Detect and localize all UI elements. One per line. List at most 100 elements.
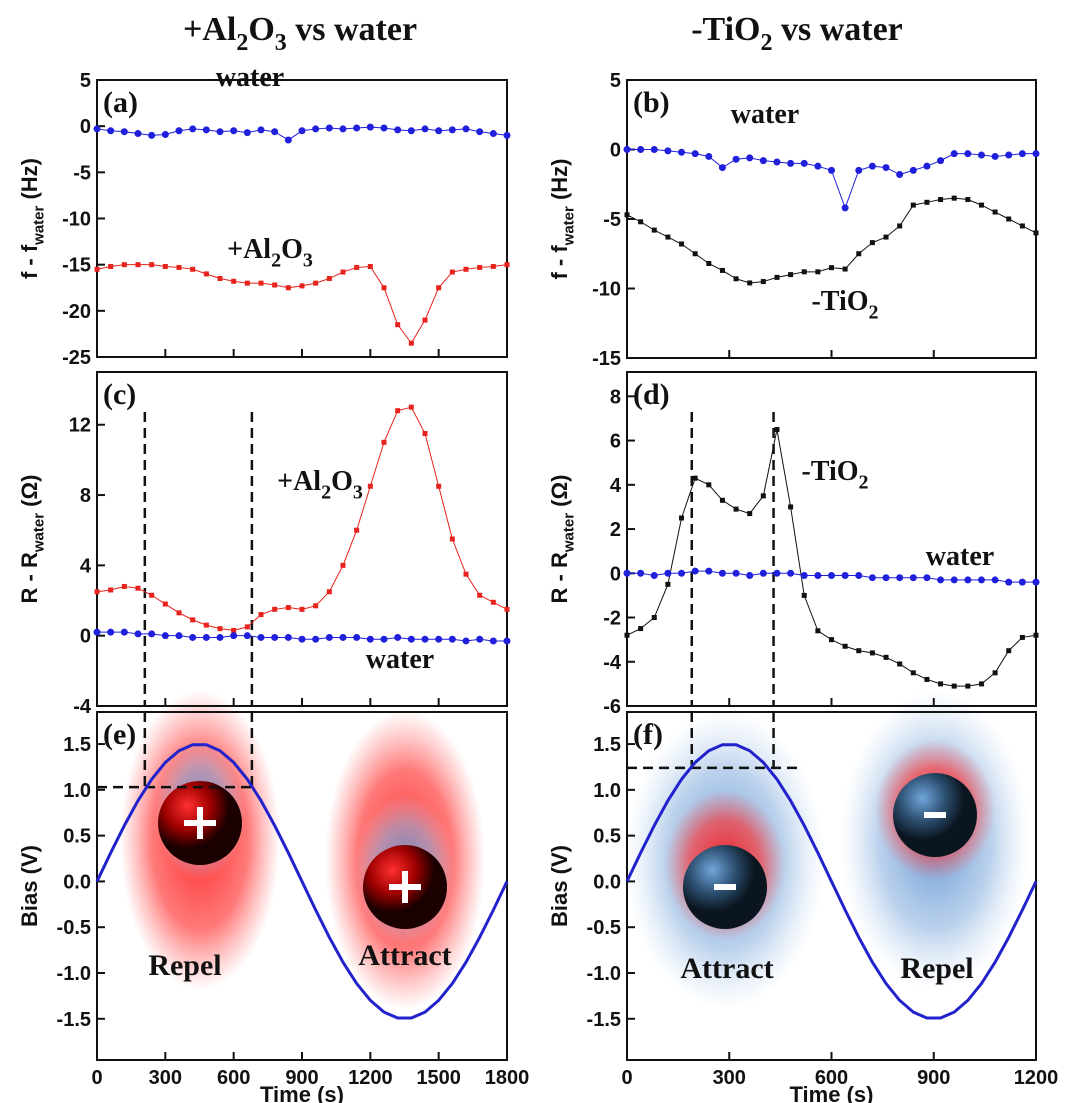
y-axis-label-part: f - f (17, 244, 42, 279)
marker (773, 158, 781, 166)
series-label-part: +Al (277, 466, 321, 497)
marker (244, 624, 250, 630)
series-line (626, 197, 1037, 284)
series-line (96, 406, 508, 631)
marker (746, 571, 754, 579)
marker (924, 676, 930, 682)
x-tick-label: 1800 (485, 1067, 530, 1089)
marker (298, 127, 306, 135)
marker (759, 569, 767, 577)
marker (121, 583, 127, 589)
marker (623, 569, 631, 577)
marker (679, 515, 685, 521)
y-tick-label: 5 (80, 70, 91, 92)
x-tick-label: 1500 (416, 1067, 461, 1089)
marker (909, 166, 917, 174)
y-axis-label-part: (Ω) (547, 475, 572, 513)
marker (203, 271, 209, 277)
marker (243, 129, 251, 137)
marker (108, 587, 114, 593)
marker (719, 497, 725, 503)
series-label-part: 3 (353, 481, 363, 503)
marker (759, 157, 767, 165)
marker (489, 637, 497, 645)
column-title-part: vs water (772, 11, 902, 48)
marker (774, 427, 780, 433)
marker (938, 681, 944, 687)
marker (175, 127, 183, 135)
marker (692, 251, 698, 257)
marker (381, 285, 387, 291)
marker (394, 633, 402, 641)
marker (339, 633, 347, 641)
marker (93, 125, 101, 133)
marker (258, 280, 264, 286)
marker (841, 204, 849, 212)
marker (121, 262, 127, 268)
marker (354, 527, 360, 533)
marker (436, 285, 442, 291)
marker (882, 164, 890, 172)
marker (203, 622, 209, 628)
marker (1019, 634, 1025, 640)
marker (923, 162, 931, 170)
marker (94, 266, 100, 272)
series-label: +Al2O3 (277, 466, 363, 503)
marker (841, 571, 849, 579)
marker (788, 272, 794, 278)
marker (216, 128, 224, 136)
marker (134, 130, 142, 138)
marker (421, 125, 429, 133)
marker (869, 240, 875, 246)
marker (651, 615, 657, 621)
marker (326, 589, 332, 595)
marker (897, 661, 903, 667)
marker (829, 637, 834, 643)
marker (190, 617, 196, 623)
y-axis-label: Bias (V) (547, 845, 572, 927)
marker (692, 475, 698, 481)
y-tick-label: -15 (62, 255, 91, 277)
series-label-part: 3 (303, 249, 313, 271)
marker (149, 262, 155, 268)
y-tick-label: 0.0 (593, 871, 621, 893)
marker (883, 234, 889, 240)
marker (733, 506, 739, 512)
marker (436, 483, 442, 489)
y-tick-label: 5 (610, 70, 621, 92)
marker (448, 635, 456, 643)
y-tick-label: -4 (73, 696, 92, 718)
marker (299, 606, 305, 612)
annotation-part: Attract (358, 939, 451, 972)
marker (746, 154, 754, 162)
marker (705, 567, 713, 575)
marker (407, 127, 415, 135)
series-label-part: 2 (321, 481, 331, 503)
marker (638, 626, 644, 632)
y-tick-label: -15 (592, 348, 621, 370)
marker (477, 264, 483, 270)
series-label-part: O (331, 466, 353, 497)
marker (230, 127, 238, 135)
marker (815, 269, 821, 275)
series-label-part: -TiO (811, 286, 868, 317)
x-tick-label: 900 (917, 1067, 950, 1089)
y-tick-label: -5 (73, 162, 91, 184)
marker (366, 123, 374, 131)
series-label: water (731, 99, 799, 130)
marker (638, 219, 644, 225)
series-line (627, 149, 1036, 210)
marker (787, 159, 795, 167)
y-axis-label: R - Rwater (Ω) (17, 475, 48, 604)
marker (747, 511, 753, 517)
marker (202, 126, 210, 134)
marker (977, 151, 985, 159)
column-title-part: vs water (287, 11, 417, 48)
marker (733, 276, 739, 282)
marker (910, 670, 916, 676)
marker (977, 576, 985, 584)
x-tick-label: 1200 (1014, 1067, 1059, 1089)
marker (678, 148, 686, 156)
marker (503, 637, 511, 645)
column-title-part: 2 (236, 30, 248, 56)
